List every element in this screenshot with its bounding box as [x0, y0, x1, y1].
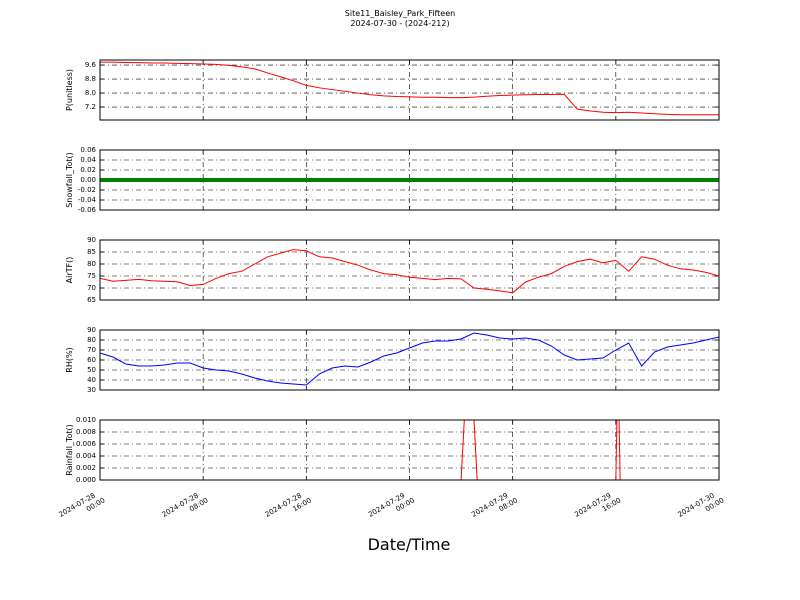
y-axis-label: AirTF()	[65, 257, 74, 284]
y-tick-label: 0.006	[76, 440, 97, 448]
y-tick-label: 75	[87, 272, 96, 280]
y-tick-label: 0.000	[76, 476, 96, 484]
y-tick-label: 7.2	[85, 103, 96, 111]
data-line	[100, 61, 719, 116]
data-line	[100, 332, 719, 386]
y-tick-label: 8.0	[85, 89, 96, 97]
y-axis-label: P(unitless)	[65, 69, 74, 111]
y-tick-label: 0.002	[76, 464, 96, 472]
y-tick-label: 0.02	[80, 166, 96, 174]
y-tick-label: 50	[87, 366, 96, 374]
chart-subtitle: 2024-07-30 - (2024-212)	[350, 19, 449, 28]
y-tick-label: 40	[87, 376, 96, 384]
x-tick-label: 2024-07-2900:00	[367, 489, 416, 527]
y-tick-label: -0.02	[78, 186, 96, 194]
axes-frame	[99, 149, 720, 211]
data-line	[100, 249, 719, 294]
y-tick-label: 8.8	[85, 75, 96, 83]
y-axis-label: Rainfall_Tot()	[65, 424, 74, 476]
x-tick-label: 2024-07-2816:00	[264, 489, 313, 527]
axes-frame	[99, 59, 720, 121]
axes-frame	[99, 329, 720, 391]
y-tick-label: 0.00	[80, 176, 96, 184]
y-tick-label: 9.6	[85, 61, 97, 69]
y-tick-label: 80	[87, 336, 96, 344]
y-tick-label: 80	[87, 260, 96, 268]
y-tick-label: 0.04	[80, 156, 96, 164]
y-axis-label: RH(%)	[65, 347, 74, 372]
y-tick-label: 0.008	[76, 428, 96, 436]
x-tick-label: 2024-07-2916:00	[573, 489, 622, 527]
x-tick-label: 2024-07-2908:00	[470, 489, 519, 527]
y-tick-label: 65	[87, 296, 96, 304]
x-axis-label: Date/Time	[368, 535, 451, 554]
y-tick-label: 70	[87, 284, 96, 292]
y-tick-label: 90	[87, 326, 96, 334]
x-tick-label: 2024-07-3000:00	[677, 489, 726, 527]
axes-frame	[99, 419, 720, 481]
y-tick-label: 0.06	[80, 146, 96, 154]
axes-frame	[99, 239, 720, 301]
x-tick-label: 2024-07-2800:00	[58, 489, 107, 527]
data-line	[100, 420, 719, 480]
chart-title: Site11_Baisley_Park_Fifteen	[345, 9, 455, 18]
y-tick-label: 90	[87, 236, 96, 244]
y-tick-label: 85	[87, 248, 96, 256]
y-tick-label: 70	[87, 346, 96, 354]
y-axis-label: Snowfall_Tot()	[65, 152, 74, 208]
y-tick-label: -0.04	[78, 196, 97, 204]
y-tick-label: 0.004	[76, 452, 97, 460]
y-tick-label: -0.06	[78, 206, 97, 214]
x-tick-label: 2024-07-2808:00	[161, 489, 210, 527]
y-tick-label: 60	[87, 356, 96, 364]
y-tick-label: 30	[87, 386, 96, 394]
y-tick-label: 0.010	[76, 416, 96, 424]
